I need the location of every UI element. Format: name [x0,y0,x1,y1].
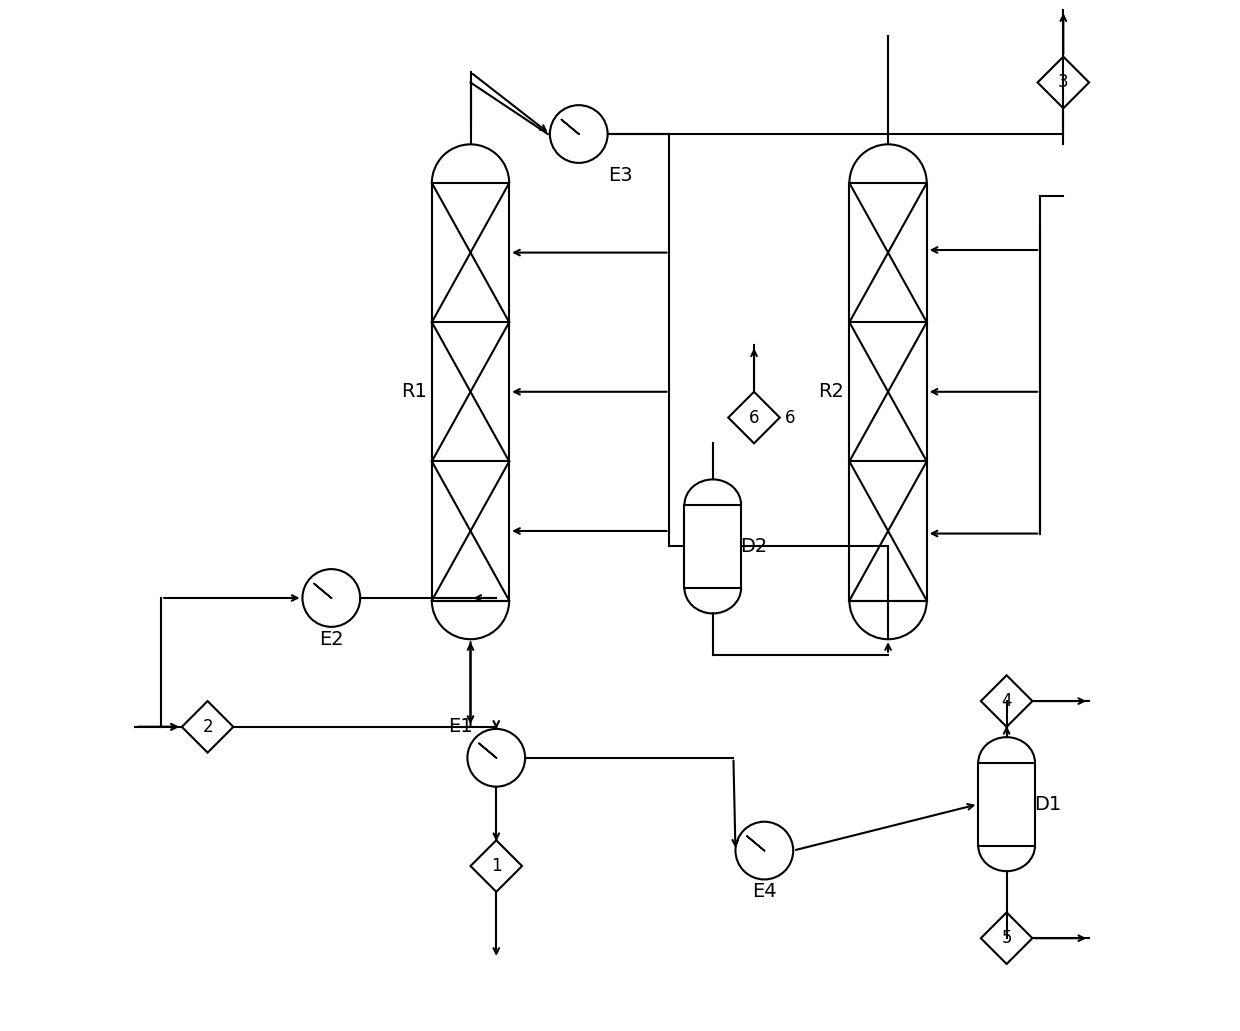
Text: 1: 1 [491,857,502,875]
Bar [849,184,926,600]
Text: E1: E1 [448,718,472,736]
Text: 2: 2 [202,718,213,736]
Text: R2: R2 [818,383,844,401]
Text: 3: 3 [1058,73,1069,92]
Text: E4: E4 [751,883,776,901]
Bar [432,184,510,600]
Text: D2: D2 [740,537,768,556]
Text: 6: 6 [785,408,795,427]
Bar [978,763,1035,845]
Text: E3: E3 [608,166,632,185]
Text: D1: D1 [1034,795,1061,813]
Bar [684,505,742,588]
Text: R1: R1 [401,383,427,401]
Text: 4: 4 [1002,692,1012,710]
Text: 5: 5 [1002,929,1012,947]
Text: 6: 6 [749,408,759,427]
Text: E2: E2 [319,630,343,648]
